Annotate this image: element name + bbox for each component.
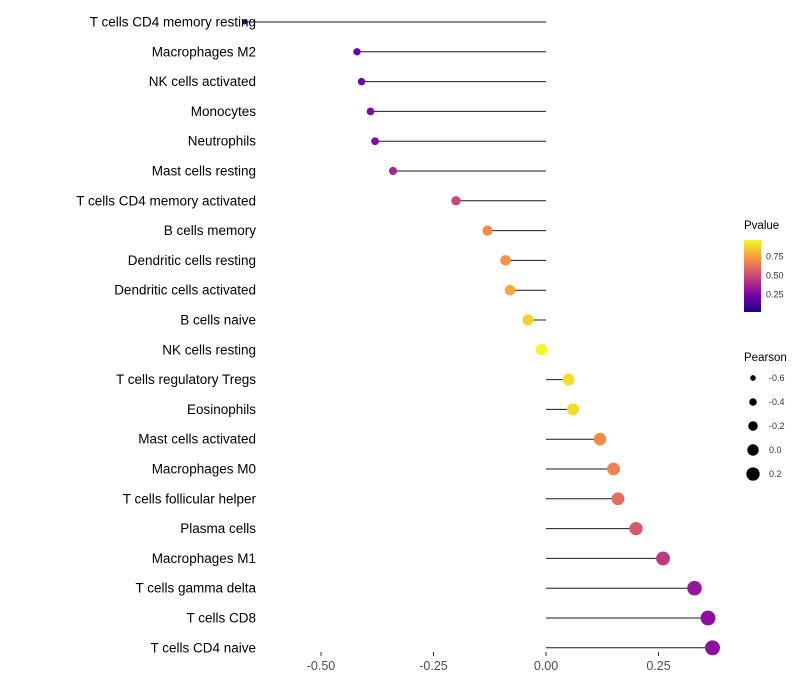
category-label: Plasma cells <box>180 521 256 536</box>
pearson-legend-label: -0.4 <box>769 397 785 407</box>
category-label: B cells naive <box>180 313 256 328</box>
category-label: T cells CD4 naive <box>150 640 256 655</box>
pvalue-tick-label: 0.50 <box>766 271 784 281</box>
pearson-legend-label: -0.6 <box>769 373 785 383</box>
lollipop-dot <box>611 492 625 506</box>
category-label: Mast cells resting <box>152 164 256 179</box>
pearson-legend-dot <box>750 375 756 381</box>
lollipop-dot <box>388 166 398 176</box>
x-tick-label: 0.00 <box>534 659 558 673</box>
lollipop-dot <box>522 314 534 326</box>
lollipop-dot <box>656 551 670 566</box>
category-label: Dendritic cells activated <box>114 283 256 298</box>
pearson-legend-label: 0.2 <box>769 469 782 479</box>
pearson-legend-dot <box>749 398 757 406</box>
pvalue-tick-label: 0.25 <box>766 290 784 300</box>
pvalue-tick-label: 0.75 <box>766 252 784 262</box>
lollipop-dot <box>482 225 493 236</box>
pearson-legend-dot <box>746 467 760 481</box>
lollipop-dot <box>504 284 516 296</box>
category-label: T cells regulatory Tregs <box>116 372 256 387</box>
lollipop-dot <box>451 196 461 206</box>
legend: Pvalue 0.75 0.50 0.25 Pearson -0.6 -0.4 -0.2… <box>744 220 787 481</box>
category-label: T cells CD8 <box>186 611 256 626</box>
pvalue-colorbar-ticks: 0.75 0.50 0.25 <box>766 252 784 300</box>
pearson-legend-dot <box>747 444 759 456</box>
category-label: NK cells activated <box>149 74 256 89</box>
lollipop-dot <box>500 255 511 266</box>
lollipop-dot <box>366 107 375 116</box>
pearson-legend-label: 0.0 <box>769 445 782 455</box>
pearson-legend-title: Pearson <box>744 352 787 364</box>
category-label: NK cells resting <box>162 342 256 357</box>
lollipop-dot <box>535 344 548 356</box>
lollipop-dot <box>593 432 607 446</box>
category-label: Neutrophils <box>188 134 257 149</box>
category-label: B cells memory <box>164 223 257 238</box>
category-label: Mast cells activated <box>138 432 256 447</box>
category-label: T cells CD4 memory activated <box>76 193 256 208</box>
x-tick-label: -0.25 <box>419 659 448 673</box>
category-label: T cells CD4 memory resting <box>90 15 256 30</box>
category-label: Eosinophils <box>187 402 256 417</box>
pearson-legend-label: -0.2 <box>769 421 785 431</box>
category-label: Macrophages M1 <box>152 551 256 566</box>
category-label: Monocytes <box>191 104 257 119</box>
lollipop-dot <box>705 640 720 656</box>
category-label: T cells follicular helper <box>123 491 257 506</box>
pearson-size-legend: -0.6 -0.4 -0.2 0.0 0.2 <box>746 373 785 481</box>
lollipop-dot <box>607 462 620 476</box>
lollipop-dot <box>700 610 716 626</box>
x-tick-label: 0.25 <box>646 659 670 673</box>
pearson-legend-dot <box>748 421 758 431</box>
plot-area: T cells CD4 memory resting Macrophages M2… <box>76 15 720 673</box>
lollipop-dot <box>357 77 366 86</box>
lollipop-dot <box>242 19 247 25</box>
category-label: T cells gamma delta <box>135 581 256 596</box>
pvalue-colorbar <box>744 240 761 312</box>
category-label: Dendritic cells resting <box>128 253 256 268</box>
lollipop-dot <box>562 373 575 386</box>
lollipop-dot <box>629 521 643 536</box>
lollipop-dot <box>371 137 379 146</box>
lollipop-dot <box>687 580 702 596</box>
pvalue-legend-title: Pvalue <box>744 220 779 232</box>
x-tick-label: -0.50 <box>307 659 336 673</box>
category-label: Macrophages M2 <box>152 44 256 59</box>
lollipop-dot <box>567 403 579 416</box>
lollipop-dot <box>353 48 361 56</box>
category-label: Macrophages M0 <box>152 462 256 477</box>
